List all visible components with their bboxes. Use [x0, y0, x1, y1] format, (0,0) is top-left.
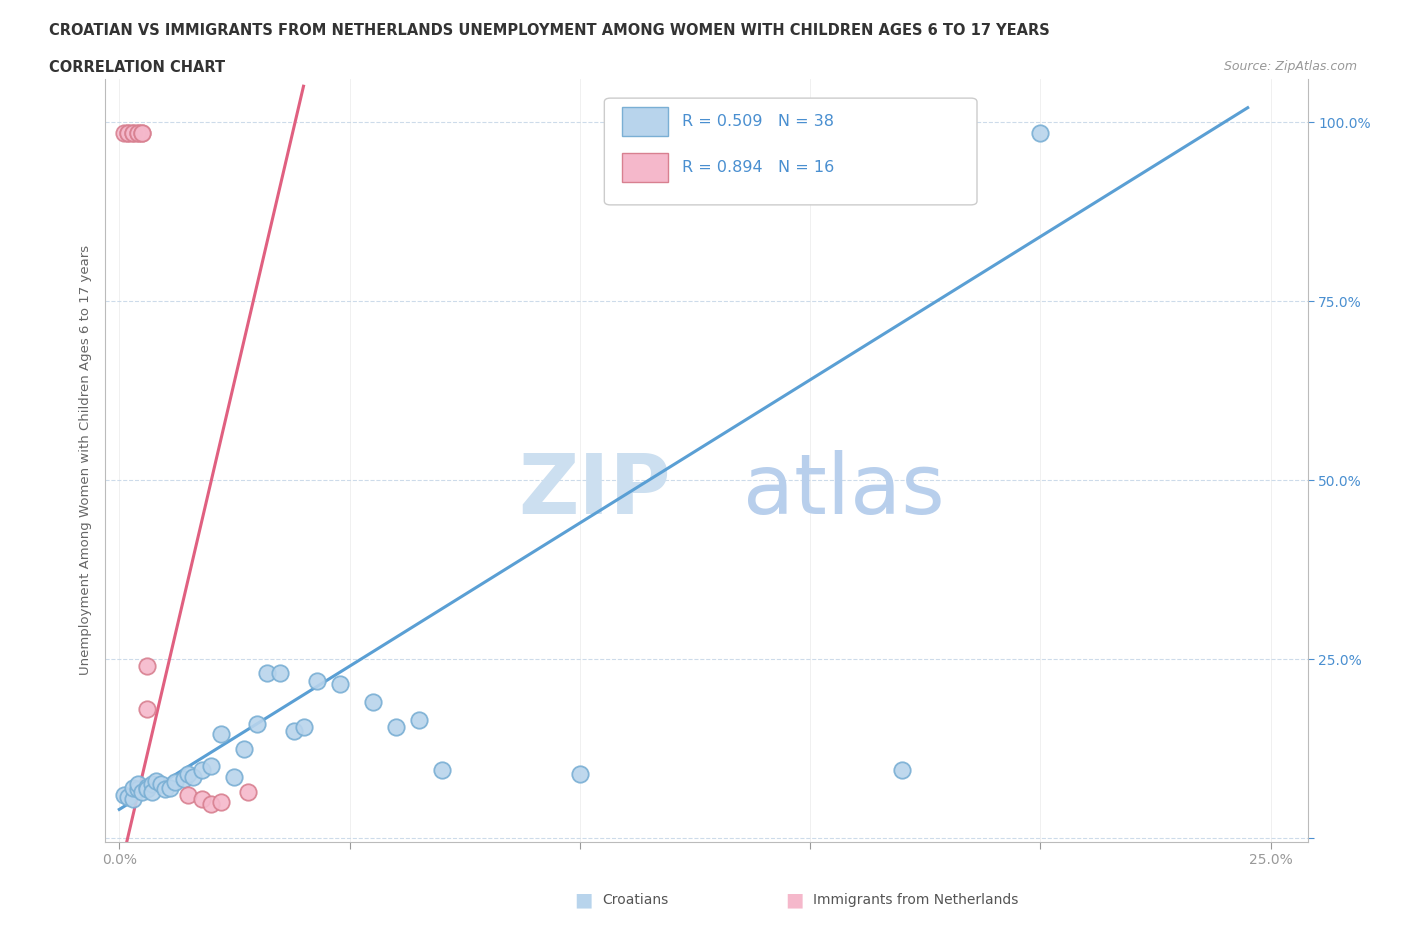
Point — [131, 126, 153, 140]
Point — [200, 759, 222, 774]
Point — [191, 791, 214, 806]
Point — [122, 126, 145, 140]
Point — [122, 126, 145, 140]
Text: R = 0.509   N = 38: R = 0.509 N = 38 — [682, 114, 835, 129]
Point — [141, 784, 163, 799]
Point — [135, 782, 157, 797]
Point — [127, 777, 149, 791]
Point — [145, 774, 167, 789]
Point — [177, 766, 200, 781]
Point — [173, 772, 195, 787]
Text: Source: ZipAtlas.com: Source: ZipAtlas.com — [1223, 60, 1357, 73]
Point — [181, 770, 204, 785]
Point — [135, 658, 157, 673]
Point — [135, 779, 157, 794]
Point — [283, 724, 305, 738]
Point — [117, 126, 139, 140]
Point — [177, 788, 200, 803]
Point — [224, 770, 246, 785]
Point — [209, 795, 232, 810]
Point — [127, 782, 149, 797]
Point — [159, 780, 181, 795]
FancyBboxPatch shape — [605, 99, 977, 205]
Point — [329, 677, 352, 692]
Point — [307, 673, 329, 688]
Point — [112, 126, 135, 140]
Text: R = 0.894   N = 16: R = 0.894 N = 16 — [682, 160, 835, 175]
Point — [127, 126, 149, 140]
Point — [131, 126, 153, 140]
Text: Croatians: Croatians — [602, 893, 668, 908]
Point — [256, 666, 278, 681]
Point — [232, 741, 254, 756]
Point — [246, 716, 269, 731]
Point — [408, 712, 430, 727]
Point — [135, 702, 157, 717]
Text: CROATIAN VS IMMIGRANTS FROM NETHERLANDS UNEMPLOYMENT AMONG WOMEN WITH CHILDREN A: CROATIAN VS IMMIGRANTS FROM NETHERLANDS … — [49, 23, 1050, 38]
Point — [122, 780, 145, 795]
Point — [209, 727, 232, 742]
Point — [191, 763, 214, 777]
Point — [122, 791, 145, 806]
Point — [384, 720, 406, 735]
Point — [269, 666, 291, 681]
Point — [200, 796, 222, 811]
Point — [1029, 126, 1052, 140]
Point — [238, 784, 260, 799]
Point — [292, 720, 315, 735]
Text: CORRELATION CHART: CORRELATION CHART — [49, 60, 225, 75]
Point — [149, 777, 172, 791]
Point — [117, 126, 139, 140]
FancyBboxPatch shape — [623, 107, 668, 137]
Point — [141, 777, 163, 791]
Text: ZIP: ZIP — [517, 450, 671, 531]
Point — [163, 775, 186, 790]
Point — [117, 789, 139, 804]
Text: ■: ■ — [785, 891, 804, 910]
Point — [568, 766, 591, 781]
FancyBboxPatch shape — [623, 153, 668, 182]
Point — [127, 126, 149, 140]
Point — [891, 763, 914, 777]
Point — [361, 695, 384, 710]
Point — [155, 782, 177, 797]
Text: ■: ■ — [574, 891, 593, 910]
Point — [112, 788, 135, 803]
Point — [131, 784, 153, 799]
Text: Immigrants from Netherlands: Immigrants from Netherlands — [813, 893, 1018, 908]
Text: atlas: atlas — [742, 450, 945, 531]
Point — [430, 763, 453, 777]
Y-axis label: Unemployment Among Women with Children Ages 6 to 17 years: Unemployment Among Women with Children A… — [79, 246, 93, 675]
